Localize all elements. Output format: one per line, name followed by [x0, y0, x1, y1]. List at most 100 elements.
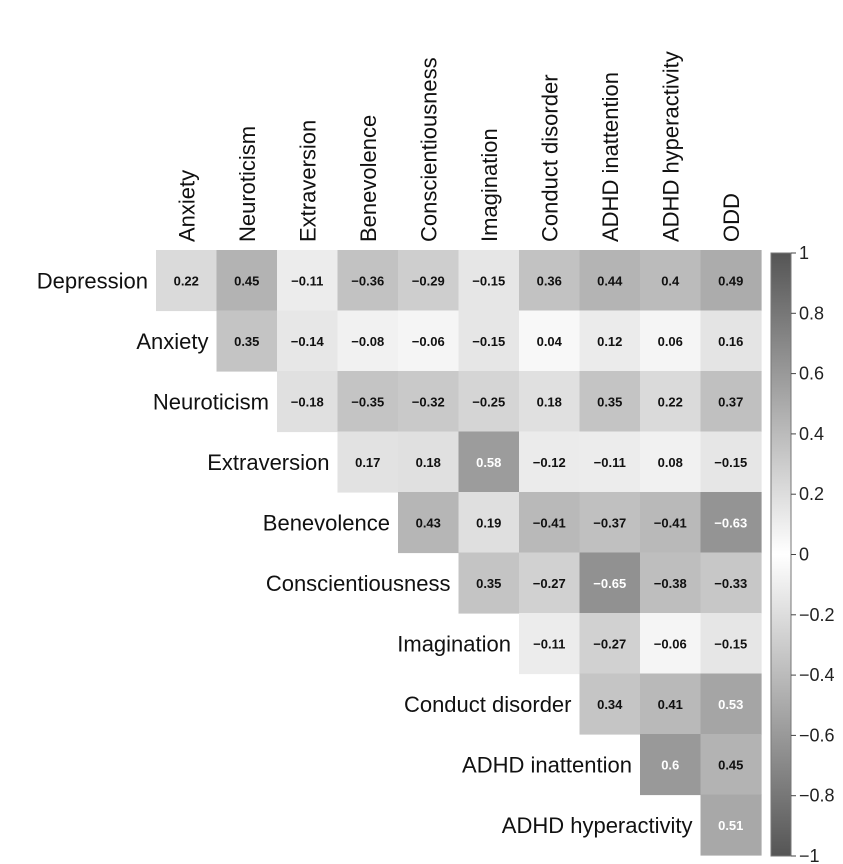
heatmap-cell	[640, 673, 702, 735]
cell-value-label: 0.19	[476, 515, 501, 530]
heatmap-cell	[579, 552, 641, 614]
row-label: Conduct disorder	[404, 692, 572, 717]
cell-value-label: −0.15	[714, 636, 747, 651]
cell-value-label: 0.49	[718, 273, 743, 288]
cell-value-label: −0.36	[351, 273, 384, 288]
cell-value-label: 0.22	[174, 273, 199, 288]
cell-value-label: 0.45	[718, 757, 743, 772]
heatmap-cell	[398, 250, 460, 312]
row-label: Conscientiousness	[266, 571, 451, 596]
heatmap-cell	[640, 552, 702, 614]
colorbar-tick-label: 0.2	[799, 484, 824, 504]
cell-value-label: 0.35	[234, 334, 259, 349]
colorbar: 1 0.8 0.6 0.4 0.2 0 −0.2 −0.4 −0.6 −0.8 −1	[770, 243, 835, 864]
heatmap-cell	[700, 371, 762, 433]
cell-value-label: 0.41	[658, 697, 683, 712]
heatmap-cell	[216, 250, 278, 312]
heatmap-cell	[519, 552, 581, 614]
cell-value-label: 0.51	[718, 818, 743, 833]
cell-value-label: 0.44	[597, 273, 623, 288]
cell-value-label: −0.11	[291, 273, 323, 288]
heatmap-cell	[579, 673, 641, 735]
cell-value-label: 0.37	[718, 394, 743, 409]
heatmap-cell	[700, 673, 762, 735]
heatmap-cell	[519, 492, 581, 554]
row-label: Depression	[37, 268, 148, 293]
row-label: Anxiety	[136, 329, 208, 354]
cell-value-label: 0.45	[234, 273, 259, 288]
row-label: Benevolence	[263, 510, 390, 535]
column-label: ADHD inattention	[598, 72, 623, 242]
cell-value-label: −0.06	[412, 334, 445, 349]
cell-value-label: −0.06	[654, 636, 687, 651]
heatmap-cell	[640, 734, 702, 796]
cell-value-label: −0.65	[593, 576, 626, 591]
colorbar-tick-label: 0.8	[799, 303, 824, 323]
heatmap-cell	[458, 310, 520, 372]
heatmap-cell	[640, 492, 702, 554]
row-label: Neuroticism	[153, 389, 269, 414]
colorbar-tick-label: 0	[799, 545, 809, 565]
heatmap-cell	[398, 371, 460, 433]
cell-value-label: 0.04	[537, 334, 563, 349]
cell-value-label: 0.43	[416, 515, 441, 530]
column-label: ODD	[719, 193, 744, 242]
heatmap-cell	[458, 431, 520, 493]
row-label: Imagination	[397, 631, 511, 656]
heatmap-cell	[458, 552, 520, 614]
heatmap-cell	[519, 371, 581, 433]
heatmap-cell	[458, 371, 520, 433]
heatmap-cell	[579, 371, 641, 433]
colorbar-tick-label: −0.2	[799, 605, 835, 625]
heatmap-cell	[700, 613, 762, 675]
heatmap-cell	[277, 371, 339, 433]
heatmap-cell	[337, 310, 399, 372]
cell-value-label: −0.18	[291, 394, 324, 409]
heatmap-cells: 0.22 0.45 −0.11 −0.36 −0.29 −0.15 0.36 0.44 0.4 0…	[156, 250, 762, 856]
heatmap-cell	[398, 431, 460, 493]
cell-value-label: 0.12	[597, 334, 622, 349]
column-label: Conscientiousness	[416, 57, 441, 242]
cell-value-label: 0.6	[661, 757, 679, 772]
row-label: Extraversion	[207, 450, 329, 475]
heatmap-cell	[700, 250, 762, 312]
heatmap-cell	[519, 613, 581, 675]
cell-value-label: 0.18	[537, 394, 562, 409]
cell-value-label: 0.08	[658, 455, 683, 470]
heatmap-cell	[700, 794, 762, 856]
cell-value-label: 0.16	[718, 334, 743, 349]
row-labels: Depression Anxiety Neuroticism Extraversion…	[37, 268, 693, 838]
column-label: Imagination	[477, 128, 502, 242]
cell-value-label: −0.12	[533, 455, 566, 470]
cell-value-label: 0.35	[597, 394, 622, 409]
heatmap-cell	[640, 310, 702, 372]
column-label: Neuroticism	[235, 126, 260, 242]
column-label: Anxiety	[174, 170, 199, 242]
cell-value-label: −0.15	[714, 455, 747, 470]
colorbar-gradient	[770, 252, 792, 857]
cell-value-label: 0.17	[355, 455, 380, 470]
colorbar-tick-label: −0.8	[799, 786, 835, 806]
heatmap-cell	[579, 310, 641, 372]
heatmap-cell	[519, 250, 581, 312]
heatmap-cell	[337, 250, 399, 312]
cell-value-label: 0.18	[416, 455, 441, 470]
heatmap-cell	[640, 250, 702, 312]
cell-value-label: −0.33	[714, 576, 747, 591]
heatmap-cell	[398, 310, 460, 372]
cell-value-label: −0.29	[412, 273, 445, 288]
heatmap-cell	[156, 250, 218, 312]
column-label: Benevolence	[356, 115, 381, 242]
cell-value-label: −0.27	[533, 576, 566, 591]
heatmap-cell	[277, 250, 339, 312]
cell-value-label: 0.36	[537, 273, 562, 288]
heatmap-cell	[640, 371, 702, 433]
row-label: ADHD hyperactivity	[502, 813, 693, 838]
colorbar-tick-label: 0.6	[799, 364, 824, 384]
heatmap-cell	[216, 310, 278, 372]
cell-value-label: −0.63	[714, 515, 747, 530]
cell-value-label: −0.15	[472, 273, 505, 288]
cell-value-label: −0.41	[533, 515, 566, 530]
heatmap-cell	[640, 431, 702, 493]
